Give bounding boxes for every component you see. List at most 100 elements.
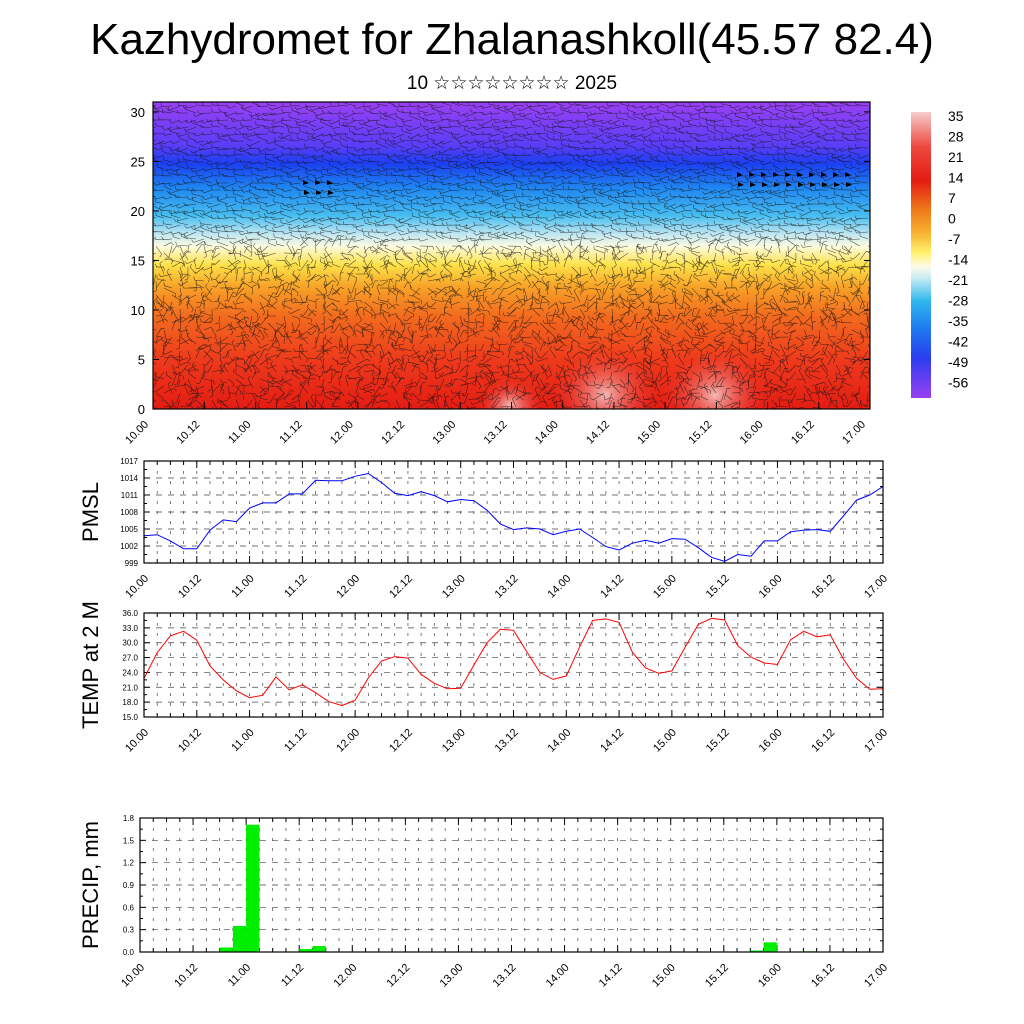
- y-tick-label: 0.6: [123, 903, 135, 912]
- colorbar-label: -7: [948, 231, 961, 247]
- y-tick-label: 0: [138, 402, 145, 417]
- x-tick-label: 13.12: [482, 419, 510, 447]
- y-tick-label: 15.0: [122, 713, 138, 722]
- x-tick-label: 17.00: [862, 962, 890, 990]
- x-tick-label: 12.12: [385, 962, 413, 990]
- y-tick-label: 18.0: [122, 698, 138, 707]
- colorbar: 35 28 21 14 7 0 -7 -14 -21 -28 -35 -42 -49 -56: [911, 108, 968, 398]
- chart-title: Kazhydromet for Zhalanashkoll(45.57 82.4…: [90, 15, 934, 64]
- x-tick-label: 12.00: [328, 419, 356, 447]
- x-tick-label: 16.12: [809, 962, 837, 990]
- colorbar-label: -28: [948, 293, 968, 309]
- x-tick-label: 17.00: [840, 419, 868, 447]
- series-line: [143, 617, 884, 707]
- x-tick-label: 15.12: [704, 727, 732, 755]
- x-tick-label: 11.00: [229, 727, 256, 754]
- y-tick-label: 30.0: [122, 639, 138, 648]
- y-tick-label: 24.0: [122, 668, 138, 677]
- x-tick-label: 13.12: [493, 727, 521, 755]
- chart-subtitle: 10 ☆☆☆☆☆☆☆☆ 2025: [406, 73, 618, 94]
- colorbar-label: -49: [948, 354, 968, 370]
- x-tick-label: 14.12: [598, 573, 626, 601]
- panel-frame: [143, 612, 884, 718]
- x-tick-label: 13.00: [440, 727, 468, 755]
- precip-bar: [219, 947, 233, 952]
- x-tick-label: 16.00: [757, 727, 785, 755]
- x-tick-label: 15.12: [687, 419, 715, 447]
- x-tick-label: 14.00: [533, 419, 561, 447]
- precip-bar: [299, 949, 313, 952]
- x-tick-label: 11.12: [282, 727, 309, 754]
- y-tick-label: 999: [125, 559, 139, 568]
- x-tick-label: 12.12: [387, 573, 415, 601]
- x-tick-label: 10.00: [123, 419, 151, 447]
- y-tick-label: 1002: [120, 542, 138, 551]
- y-tick-label: 1.2: [123, 859, 135, 868]
- panel-frame: [139, 817, 884, 953]
- y-tick-label: 33.0: [122, 624, 138, 633]
- colorbar-label: 0: [948, 211, 956, 227]
- precip-bar: [232, 925, 247, 952]
- x-tick-label: 14.00: [544, 962, 572, 990]
- colorbar-label: -42: [948, 334, 968, 350]
- x-tick-label: 15.12: [703, 962, 731, 990]
- precip-panel: 0.0 0.3 0.6 0.9 1.2 1.5 1.8 10.00 10.12 11.00 11.1…: [78, 814, 890, 990]
- x-tick-label: 17.00: [862, 573, 890, 601]
- x-tick-label: 13.00: [430, 419, 458, 447]
- x-tick-label: 13.12: [491, 962, 519, 990]
- y-tick-label: 10: [131, 303, 145, 318]
- x-tick-label: 15.00: [650, 962, 678, 990]
- wind-flags-right: [737, 172, 852, 187]
- x-tick-label: 11.00: [226, 419, 253, 446]
- y-tick-label: 21.0: [122, 683, 138, 692]
- y-tick-label: 1.8: [123, 814, 135, 823]
- colorbar-label: -56: [948, 375, 968, 391]
- x-tick-label: 10.12: [174, 419, 202, 447]
- x-tick-label: 16.12: [809, 727, 837, 755]
- precip-bar: [246, 824, 260, 952]
- x-tick-label: 10.00: [123, 573, 151, 601]
- y-tick-label: 0.9: [123, 881, 135, 890]
- x-tick-label: 10.12: [176, 727, 204, 755]
- x-tick-label: 14.12: [598, 727, 626, 755]
- x-tick-label: 11.00: [229, 573, 256, 600]
- y-tick-label: 0.3: [123, 926, 135, 935]
- x-tick-label: 15.12: [704, 573, 732, 601]
- x-tick-label: 10.12: [172, 962, 200, 990]
- warm-spot-1: [550, 345, 660, 409]
- x-tick-label: 17.00: [862, 727, 890, 755]
- warm-spot-2: [660, 347, 770, 409]
- x-tick-label: 12.00: [331, 962, 359, 990]
- colorbar-labels: 35 28 21 14 7 0 -7 -14 -21 -28 -35 -42 -49 -56: [948, 108, 968, 391]
- x-tick-label: 12.12: [379, 419, 407, 447]
- x-tick-label: 15.00: [635, 419, 663, 447]
- colorbar-label: 14: [948, 170, 964, 186]
- y-tick-label: 1014: [120, 474, 138, 483]
- x-tick-label: 16.00: [756, 962, 784, 990]
- x-tick-label: 11.12: [282, 573, 309, 600]
- y-tick-label: 27.0: [122, 654, 138, 663]
- x-tick-label: 16.00: [757, 573, 785, 601]
- colorbar-label: -14: [948, 252, 968, 268]
- y-tick-label: 1008: [120, 508, 138, 517]
- wind-barbs: [153, 102, 870, 409]
- x-tick-label: 14.00: [545, 573, 573, 601]
- series-line: [143, 472, 884, 562]
- x-tick-label: 10.12: [176, 573, 204, 601]
- panel-frame: [143, 460, 884, 564]
- y-tick-label: 1005: [120, 525, 138, 534]
- wind-barb-field: [153, 102, 870, 409]
- y-tick-label: 5: [138, 352, 145, 367]
- y-tick-label: 1.5: [123, 836, 135, 845]
- x-tick-label: 16.00: [738, 419, 766, 447]
- x-tick-label: 12.00: [334, 727, 362, 755]
- colorbar-label: -21: [948, 272, 968, 288]
- x-tick-label: 14.00: [545, 727, 573, 755]
- x-tick-label: 12.00: [334, 573, 362, 601]
- y-tick-label: 25: [131, 154, 145, 169]
- temp-panel: 15.0 18.0 21.0 24.0 27.0 30.0 33.0 36.0 10.00 10.…: [78, 601, 890, 755]
- y-tick-label: 1011: [121, 491, 139, 500]
- warm-spot-3: [475, 377, 545, 409]
- precip-bar: [750, 950, 764, 952]
- colorbar-label: 21: [948, 149, 964, 165]
